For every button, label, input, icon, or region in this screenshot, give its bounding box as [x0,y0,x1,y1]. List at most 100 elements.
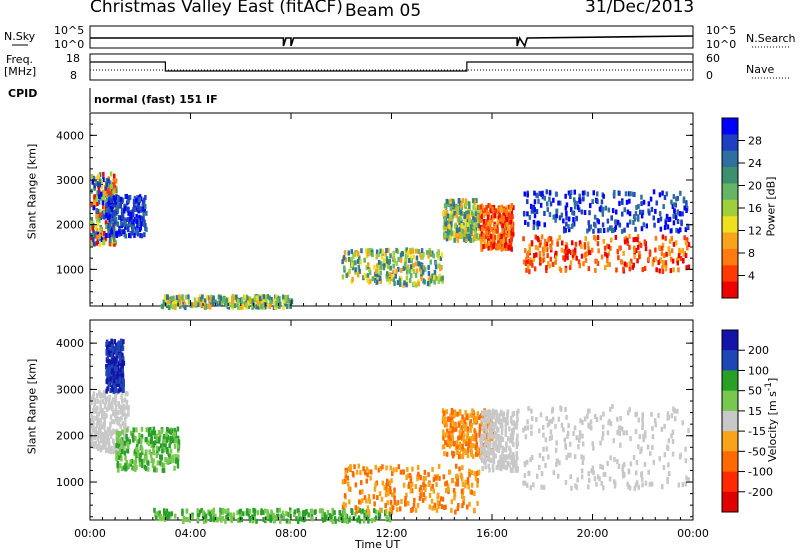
echo-cell [450,198,453,204]
echo-cell [394,273,397,279]
echo-cell [679,256,683,261]
echo-cell [356,506,360,512]
echo-cell [181,508,184,514]
echo-cell [650,411,653,417]
echo-cell [450,499,453,505]
echo-cell [558,215,562,221]
echo-cell [606,227,610,233]
echo-cell [448,232,452,238]
echo-cell [174,438,177,444]
echo-cell [442,411,446,416]
echo-cell [494,208,498,214]
echo-cell [499,216,502,222]
echo-cell [476,478,479,483]
echo-cell [486,422,489,428]
echo-cell [463,423,467,429]
echo-cell [386,276,389,282]
echo-cell [111,379,114,385]
echo-cell [494,223,497,229]
echo-cell [106,447,109,453]
echo-cell [385,256,389,262]
echo-cell [610,237,613,243]
echo-cell [555,440,558,446]
echo-cell [489,449,492,455]
echo-cell [459,209,462,215]
echo-cell [681,420,684,426]
echo-cell [492,452,496,458]
echo-cell [606,253,609,259]
echo-cell [331,518,334,524]
echo-cell [495,431,498,437]
echo-cell [416,465,420,470]
echo-cell [109,414,113,420]
echo-cell [410,508,413,513]
echo-cell [428,504,432,510]
echo-cell [104,186,108,192]
echo-cell [431,466,434,472]
echo-cell [500,425,504,431]
echo-cell [433,502,437,508]
echo-cell [221,516,225,521]
echo-cell [470,451,473,457]
echo-cell [670,256,673,262]
echo-cell [461,198,465,203]
nsky-tick-top: 10^5 [54,24,85,37]
echo-cell [545,268,548,274]
echo-cell [606,262,609,268]
echo-cell [472,216,475,222]
echo-cell [432,488,436,494]
echo-cell [442,474,446,480]
echo-cell [445,198,449,204]
echo-cell [621,211,624,217]
echo-cell [488,467,491,473]
echo-cell [422,478,426,484]
echo-cell [431,250,434,256]
echo-cell [477,469,481,475]
echo-cell [541,456,545,462]
echo-cell [395,261,398,266]
echo-cell [176,463,180,469]
echo-cell [637,484,641,490]
echo-cell [113,339,116,345]
echo-cell [619,415,622,421]
echo-cell [93,401,96,407]
echo-cell [684,240,688,246]
echo-cell [342,255,346,261]
echo-cell [572,210,576,216]
echo-cell [295,516,298,522]
echo-cell [634,482,638,488]
echo-cell [99,404,102,410]
power-colorbar-tick-label: 20 [748,180,762,193]
echo-cell [152,450,156,456]
echo-cell [132,437,135,443]
echo-cell [431,505,434,511]
echo-cell [439,496,443,502]
echo-cell [582,196,585,202]
echo-cell [628,198,631,204]
echo-cell [93,397,97,403]
echo-cell [557,416,560,422]
echo-cell [500,243,504,249]
echo-cell [153,467,156,473]
echo-cell [386,491,390,497]
echo-cell [547,421,551,426]
echo-cell [634,412,637,418]
y-tick-label: 3000 [56,383,84,396]
echo-cell [160,443,163,449]
echo-cell [127,195,131,201]
echo-cell [387,247,390,253]
echo-cell [611,403,614,409]
echo-cell [93,183,97,189]
echo-cell [552,214,555,220]
echo-cell [238,305,241,310]
echo-cell [560,422,564,428]
echo-cell [171,304,174,310]
nsearch-tick-top: 10^5 [706,24,737,37]
echo-cell [507,212,510,218]
echo-cell [607,244,611,250]
echo-cell [639,242,643,248]
echo-cell [455,463,458,469]
date-title: 31/Dec/2013 [585,0,695,17]
echo-cell [451,450,454,456]
velocity-colorbar-tick-label: -50 [748,445,766,458]
